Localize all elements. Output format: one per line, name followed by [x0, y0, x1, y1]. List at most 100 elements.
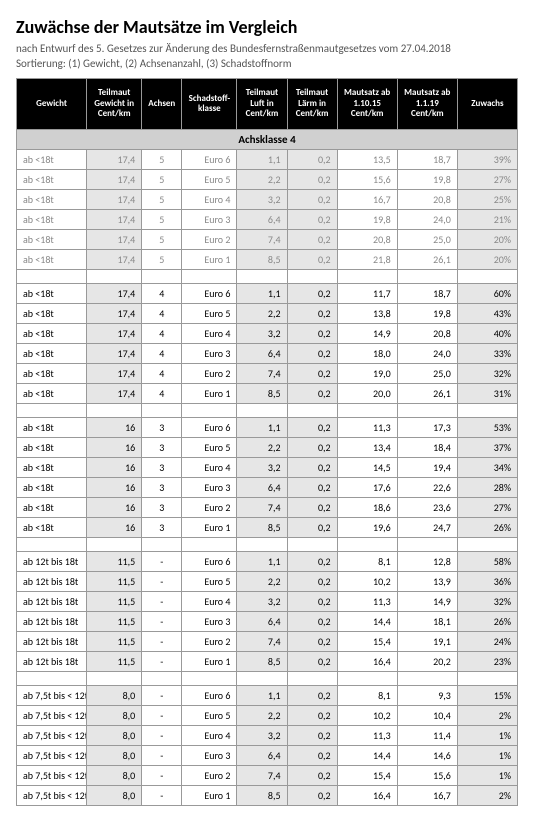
cell-mautsatz-new: 26,1: [397, 384, 457, 404]
subtitle-line-1: nach Entwurf des 5. Gesetzes zur Änderun…: [16, 42, 518, 55]
cell-laerm: 0,2: [287, 170, 337, 190]
cell-mautsatz-new: 24,7: [397, 518, 457, 538]
cell-mautsatz-old: 14,4: [337, 746, 397, 766]
cell-mautsatz-old: 19,0: [337, 364, 397, 384]
cell-achsen: 3: [142, 458, 182, 478]
cell-zuwachs: 23%: [457, 652, 517, 672]
cell-zuwachs: 40%: [457, 324, 517, 344]
table-row: ab <18t17,45Euro 61,10,213,518,739%: [17, 150, 518, 170]
table-row: ab 7,5t bis < 12t8,0-Euro 61,10,28,19,31…: [17, 686, 518, 706]
cell-luft: 6,4: [237, 746, 287, 766]
cell-mautsatz-new: 24,0: [397, 210, 457, 230]
cell-zuwachs: 36%: [457, 572, 517, 592]
cell-achsen: -: [142, 552, 182, 572]
cell-mautsatz-old: 13,5: [337, 150, 397, 170]
cell-gewicht: ab 12t bis 18t: [17, 552, 87, 572]
cell-luft: 1,1: [237, 686, 287, 706]
cell-mautsatz-new: 19,8: [397, 170, 457, 190]
cell-zuwachs: 34%: [457, 458, 517, 478]
cell-mautsatz-new: 11,4: [397, 726, 457, 746]
maut-table: GewichtTeilmaut Gewicht in Cent/kmAchsen…: [16, 78, 518, 806]
cell-mautsatz-new: 26,1: [397, 250, 457, 270]
cell-teilmaut-gewicht: 17,4: [87, 364, 142, 384]
cell-mautsatz-new: 25,0: [397, 364, 457, 384]
cell-laerm: 0,2: [287, 438, 337, 458]
cell-luft: 7,4: [237, 230, 287, 250]
table-row: ab 12t bis 18t11,5-Euro 52,20,210,213,93…: [17, 572, 518, 592]
col-header-achsen: Achsen: [142, 79, 182, 130]
cell-luft: 6,4: [237, 612, 287, 632]
cell-laerm: 0,2: [287, 766, 337, 786]
cell-achsen: 4: [142, 344, 182, 364]
cell-teilmaut-gewicht: 11,5: [87, 612, 142, 632]
table-row: ab 7,5t bis < 12t8,0-Euro 36,40,214,414,…: [17, 746, 518, 766]
table-row: ab <18t17,44Euro 43,20,214,920,840%: [17, 324, 518, 344]
table-row: ab <18t17,45Euro 27,40,220,825,020%: [17, 230, 518, 250]
cell-teilmaut-gewicht: 17,4: [87, 384, 142, 404]
cell-schadstoff: Euro 2: [182, 632, 237, 652]
cell-teilmaut-gewicht: 16: [87, 418, 142, 438]
cell-schadstoff: Euro 2: [182, 766, 237, 786]
table-row: ab <18t17,45Euro 18,50,221,826,120%: [17, 250, 518, 270]
cell-luft: 7,4: [237, 766, 287, 786]
cell-gewicht: ab <18t: [17, 210, 87, 230]
cell-schadstoff: Euro 2: [182, 364, 237, 384]
cell-schadstoff: Euro 4: [182, 458, 237, 478]
cell-achsen: 3: [142, 418, 182, 438]
cell-laerm: 0,2: [287, 384, 337, 404]
cell-luft: 7,4: [237, 498, 287, 518]
cell-mautsatz-old: 18,0: [337, 344, 397, 364]
cell-schadstoff: Euro 5: [182, 572, 237, 592]
cell-achsen: 3: [142, 518, 182, 538]
cell-laerm: 0,2: [287, 786, 337, 806]
cell-zuwachs: 2%: [457, 706, 517, 726]
table-row: ab 12t bis 18t11,5-Euro 18,50,216,420,22…: [17, 652, 518, 672]
table-row: ab <18t163Euro 27,40,218,623,627%: [17, 498, 518, 518]
cell-achsen: 5: [142, 250, 182, 270]
cell-schadstoff: Euro 3: [182, 344, 237, 364]
table-row: ab <18t163Euro 18,50,219,624,726%: [17, 518, 518, 538]
cell-teilmaut-gewicht: 17,4: [87, 210, 142, 230]
cell-laerm: 0,2: [287, 250, 337, 270]
cell-achsen: -: [142, 632, 182, 652]
cell-teilmaut-gewicht: 16: [87, 478, 142, 498]
cell-schadstoff: Euro 5: [182, 438, 237, 458]
cell-mautsatz-new: 18,1: [397, 612, 457, 632]
cell-teilmaut-gewicht: 11,5: [87, 572, 142, 592]
cell-achsen: 3: [142, 498, 182, 518]
cell-luft: 2,2: [237, 572, 287, 592]
table-row: ab <18t17,44Euro 18,50,220,026,131%: [17, 384, 518, 404]
cell-luft: 3,2: [237, 190, 287, 210]
cell-laerm: 0,2: [287, 498, 337, 518]
cell-achsen: 3: [142, 438, 182, 458]
cell-zuwachs: 21%: [457, 210, 517, 230]
cell-teilmaut-gewicht: 16: [87, 518, 142, 538]
cell-gewicht: ab <18t: [17, 324, 87, 344]
cell-mautsatz-old: 8,1: [337, 686, 397, 706]
cell-schadstoff: Euro 6: [182, 284, 237, 304]
cell-mautsatz-old: 19,8: [337, 210, 397, 230]
cell-schadstoff: Euro 4: [182, 726, 237, 746]
cell-mautsatz-new: 19,4: [397, 458, 457, 478]
cell-zuwachs: 58%: [457, 552, 517, 572]
cell-luft: 1,1: [237, 150, 287, 170]
cell-gewicht: ab <18t: [17, 498, 87, 518]
cell-zuwachs: 26%: [457, 612, 517, 632]
cell-mautsatz-old: 11,3: [337, 592, 397, 612]
cell-luft: 8,5: [237, 786, 287, 806]
cell-mautsatz-new: 20,8: [397, 324, 457, 344]
cell-teilmaut-gewicht: 16: [87, 458, 142, 478]
cell-gewicht: ab <18t: [17, 384, 87, 404]
cell-mautsatz-new: 18,4: [397, 438, 457, 458]
cell-luft: 3,2: [237, 324, 287, 344]
cell-schadstoff: Euro 1: [182, 384, 237, 404]
cell-teilmaut-gewicht: 17,4: [87, 190, 142, 210]
cell-gewicht: ab <18t: [17, 418, 87, 438]
cell-teilmaut-gewicht: 8,0: [87, 746, 142, 766]
cell-teilmaut-gewicht: 17,4: [87, 150, 142, 170]
cell-schadstoff: Euro 1: [182, 250, 237, 270]
cell-mautsatz-old: 10,2: [337, 706, 397, 726]
cell-teilmaut-gewicht: 11,5: [87, 592, 142, 612]
cell-mautsatz-old: 13,8: [337, 304, 397, 324]
cell-laerm: 0,2: [287, 210, 337, 230]
